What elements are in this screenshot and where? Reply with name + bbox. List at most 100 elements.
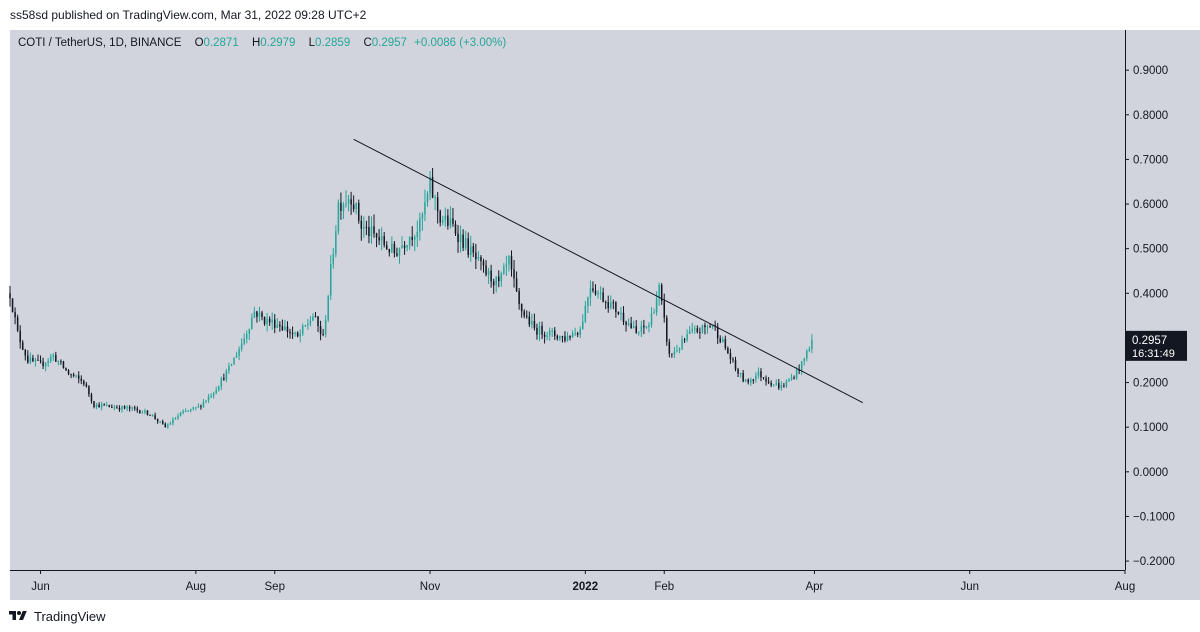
candle-body <box>21 342 24 350</box>
candle-body <box>373 226 375 234</box>
candle-body <box>225 370 228 380</box>
candle-body <box>648 324 650 327</box>
candle-body <box>795 369 798 378</box>
x-axis-tick-label: Aug <box>186 581 206 593</box>
candle-body <box>164 423 167 428</box>
candle-body <box>706 326 709 328</box>
plot-background <box>10 30 1125 570</box>
candle-countdown: 16:31:49 <box>1132 348 1175 360</box>
candle-body <box>719 338 722 343</box>
x-axis-tick-label: Apr <box>805 581 823 593</box>
candle-body <box>775 383 778 385</box>
candle-body <box>640 325 643 332</box>
candle-body <box>393 243 396 254</box>
candle-body <box>416 231 419 238</box>
candle-body <box>770 382 772 386</box>
candle-body <box>281 326 284 331</box>
x-axis-tick-label: Jun <box>960 581 979 593</box>
candle-body <box>187 410 189 412</box>
candle-body <box>790 377 793 380</box>
chart-area[interactable]: 0.9000 0.8000 0.7000 0.6000 0.5000 0.4000 0.20… <box>0 30 1200 600</box>
candle-body <box>184 411 187 413</box>
candle-body <box>243 338 245 344</box>
candle-body <box>592 288 594 291</box>
tradingview-logo-icon[interactable] <box>8 609 28 623</box>
candle-body <box>742 372 744 382</box>
candle-body <box>727 347 729 354</box>
candle-body <box>307 323 309 326</box>
candle-body <box>431 177 434 198</box>
candle-body <box>411 236 413 240</box>
candle-body <box>482 261 485 266</box>
candle-body <box>388 249 391 253</box>
candle-body <box>564 336 566 341</box>
candle-body <box>716 326 719 339</box>
y-axis-tick-label: 0.7000 <box>1133 154 1168 166</box>
candle-body <box>467 238 469 255</box>
candle-body <box>655 298 658 313</box>
candle-body <box>444 215 447 221</box>
candle-body <box>788 379 790 382</box>
candle-body <box>365 226 368 228</box>
candle-body <box>141 412 144 414</box>
candle-body <box>666 317 668 342</box>
candle-body <box>757 371 760 376</box>
candle-body <box>645 326 648 328</box>
x-axis-tick-label: 2022 <box>573 581 599 593</box>
candle-body <box>566 335 569 341</box>
candle-body <box>391 243 393 253</box>
candle-body <box>273 319 276 328</box>
candle-body <box>248 329 251 335</box>
candle-body <box>220 378 223 387</box>
candle-body <box>683 339 686 341</box>
candle-body <box>424 202 426 215</box>
candle-body <box>11 298 14 313</box>
candle-body <box>347 199 350 204</box>
candle-body <box>296 332 299 337</box>
candle-body <box>752 379 755 381</box>
candle-body <box>380 236 383 241</box>
candle-body <box>319 326 322 334</box>
candle-body <box>487 270 490 275</box>
candle-body <box>543 334 546 337</box>
candle-body <box>39 360 42 362</box>
candle-body <box>510 256 513 270</box>
candle-body <box>518 291 520 305</box>
candle-body <box>16 317 19 331</box>
candle-body <box>421 214 424 219</box>
candles-group <box>9 167 813 429</box>
candle-body <box>123 406 126 409</box>
y-axis-tick-label: 0.5000 <box>1133 244 1168 256</box>
candle-body <box>671 353 673 355</box>
candle-body <box>625 321 627 325</box>
candle-body <box>156 418 159 422</box>
candle-body <box>261 312 263 317</box>
candle-body <box>100 404 103 408</box>
candle-body <box>75 375 77 377</box>
tradingview-brand[interactable]: TradingView <box>34 608 106 624</box>
candle-body <box>459 234 462 243</box>
candle-body <box>179 412 182 416</box>
candle-body <box>604 302 607 304</box>
candle-body <box>500 273 503 282</box>
candle-body <box>154 415 156 419</box>
y-axis-tick-label: 0.4000 <box>1133 288 1168 300</box>
candle-body <box>419 218 421 232</box>
x-axis-tick-label: Aug <box>1115 581 1135 593</box>
price-chart[interactable]: 0.9000 0.8000 0.7000 0.6000 0.5000 0.4000 0.20… <box>0 30 1200 600</box>
y-axis-tick-label: −0.1000 <box>1133 511 1175 523</box>
candle-body <box>785 381 788 387</box>
candle-body <box>238 349 240 356</box>
candle-body <box>765 378 767 382</box>
candle-body <box>668 341 671 354</box>
candle-body <box>32 357 34 362</box>
candle-body <box>19 330 21 343</box>
candle-body <box>688 331 691 335</box>
candle-body <box>47 360 49 364</box>
candle-body <box>439 210 441 223</box>
trendline <box>353 138 864 404</box>
candle-body <box>729 353 732 360</box>
candle-body <box>620 312 622 314</box>
candle-body <box>294 332 296 334</box>
y-axis-tick-label: −0.2000 <box>1133 556 1175 568</box>
